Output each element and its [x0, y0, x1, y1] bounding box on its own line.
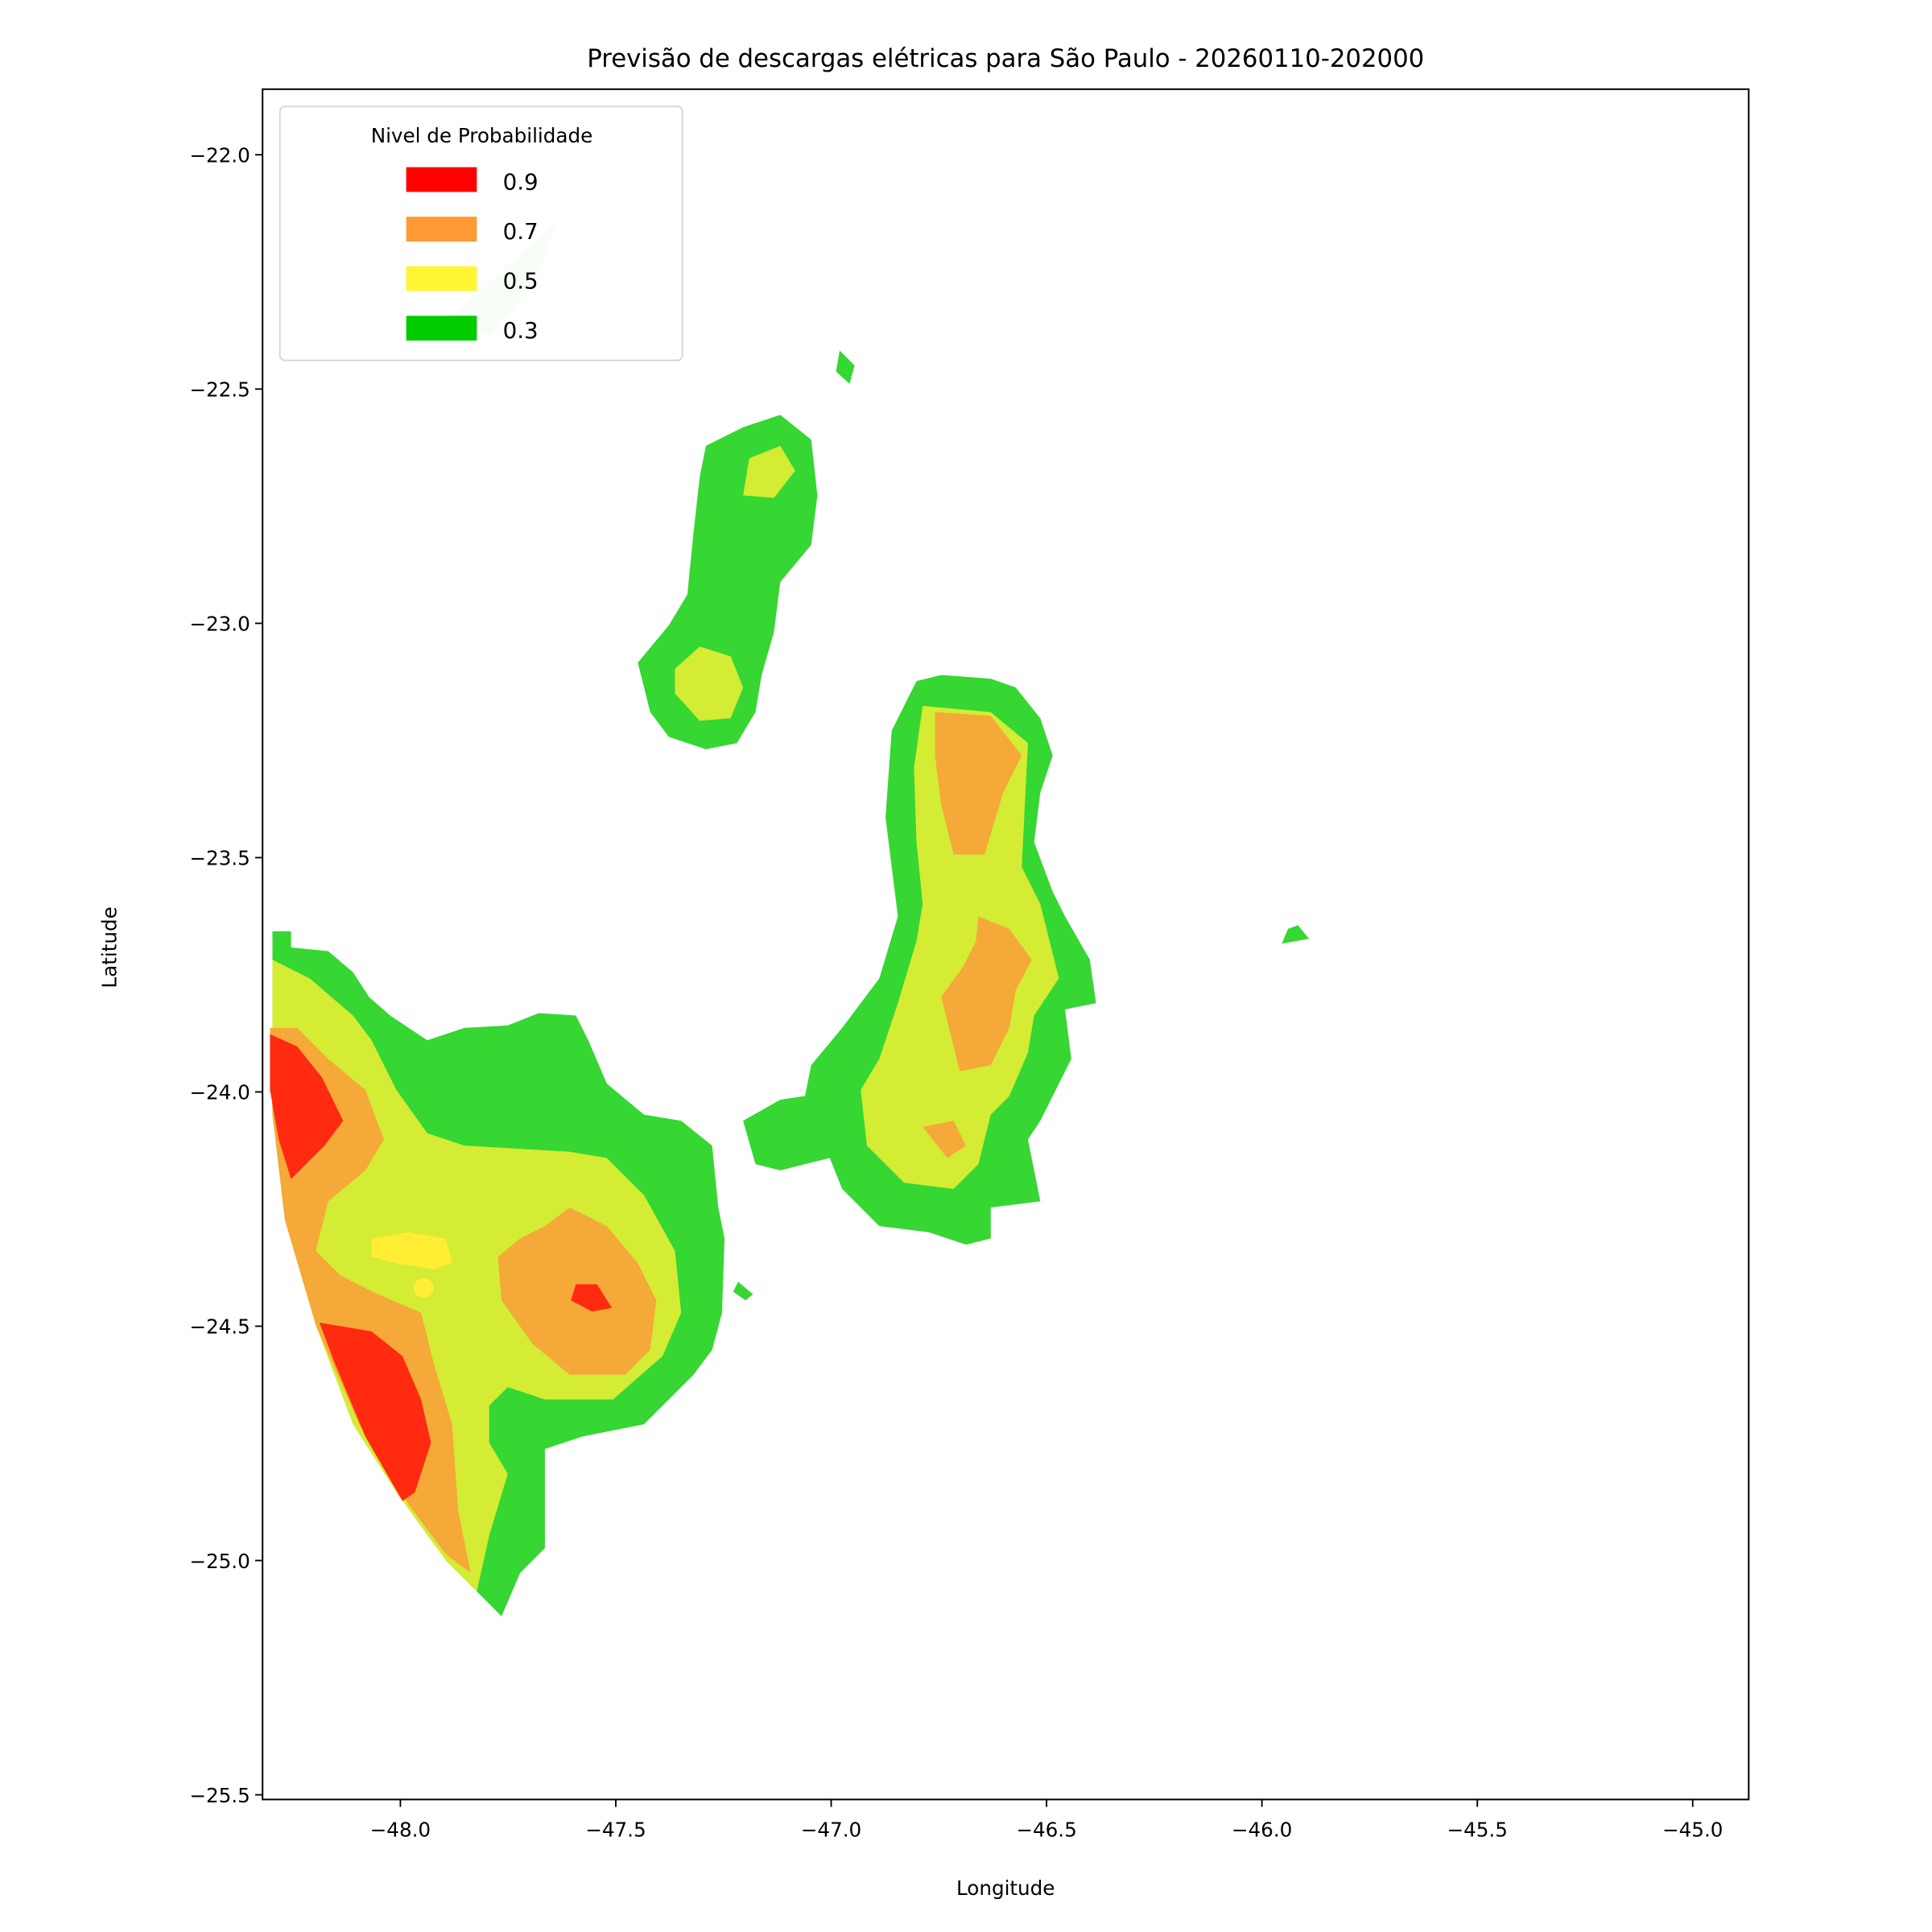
legend-entry: 0.9 [406, 167, 539, 195]
y-tick-label: −24.5 [189, 1315, 250, 1339]
legend-box [279, 105, 683, 361]
x-tick-label: −45.0 [1662, 1818, 1723, 1842]
legend-swatch [406, 266, 477, 291]
contour-region-0_9 [571, 1284, 612, 1312]
contour-region-0_5 [675, 646, 744, 721]
legend-label: 0.3 [503, 317, 539, 344]
contour-region-0_5 [743, 445, 795, 498]
legend-entry: 0.5 [406, 266, 539, 294]
legend-entry: 0.3 [406, 316, 539, 344]
contour-region-0_3 [836, 350, 855, 384]
y-axis-label: Latitude [98, 906, 122, 988]
y-tick-label: −25.0 [189, 1550, 250, 1573]
x-tick-label: −47.5 [585, 1818, 646, 1842]
legend-title: Nivel de Probabilidade [371, 124, 593, 147]
legend-label: 0.5 [503, 267, 539, 294]
x-tick-label: −47.0 [801, 1818, 861, 1842]
x-axis-label: Longitude [956, 1876, 1055, 1900]
legend-swatch [406, 167, 477, 192]
contour-region-0_3 [1282, 925, 1310, 944]
x-tick-label: −45.5 [1447, 1818, 1507, 1842]
contour-layer [270, 222, 1310, 1616]
contour-region-0_7 [923, 1121, 966, 1158]
contour-region-0_7 [935, 712, 1022, 855]
contour-region-0_7 [941, 916, 1032, 1071]
legend-label: 0.7 [503, 218, 539, 245]
legend-swatch [406, 217, 477, 242]
legend-swatch [406, 316, 477, 341]
contour-region-0_3 [733, 1282, 753, 1301]
x-tick-label: −46.0 [1232, 1818, 1292, 1842]
y-tick-label: −23.5 [189, 847, 250, 870]
legend: Nivel de Probabilidade 0.9 0.7 0.5 0.3 [279, 105, 683, 361]
axis-ticks: −48.0 −47.5 −47.0 −46.5 −46.0 −45.5 −45.0 −22.0… [189, 143, 1723, 1841]
contour-region-0_9 [270, 1034, 344, 1179]
y-tick-label: −24.0 [189, 1081, 250, 1104]
y-tick-label: −25.5 [189, 1784, 250, 1807]
contour-region-0_5b [413, 1278, 434, 1298]
y-tick-label: −22.0 [189, 143, 250, 167]
y-tick-label: −22.5 [189, 378, 250, 402]
chart-title: Previsão de descargas elétricas para São… [587, 44, 1424, 73]
legend-label: 0.9 [503, 168, 539, 195]
y-tick-label: −23.0 [189, 613, 250, 636]
contour-region-0_9 [319, 1323, 431, 1501]
legend-entry: 0.7 [406, 217, 539, 245]
x-tick-label: −46.5 [1016, 1818, 1076, 1842]
contour-region-0_5b [371, 1232, 452, 1269]
contour-region-0_5 [861, 705, 1059, 1189]
x-tick-label: −48.0 [370, 1818, 431, 1842]
plot-frame [262, 88, 1750, 1801]
